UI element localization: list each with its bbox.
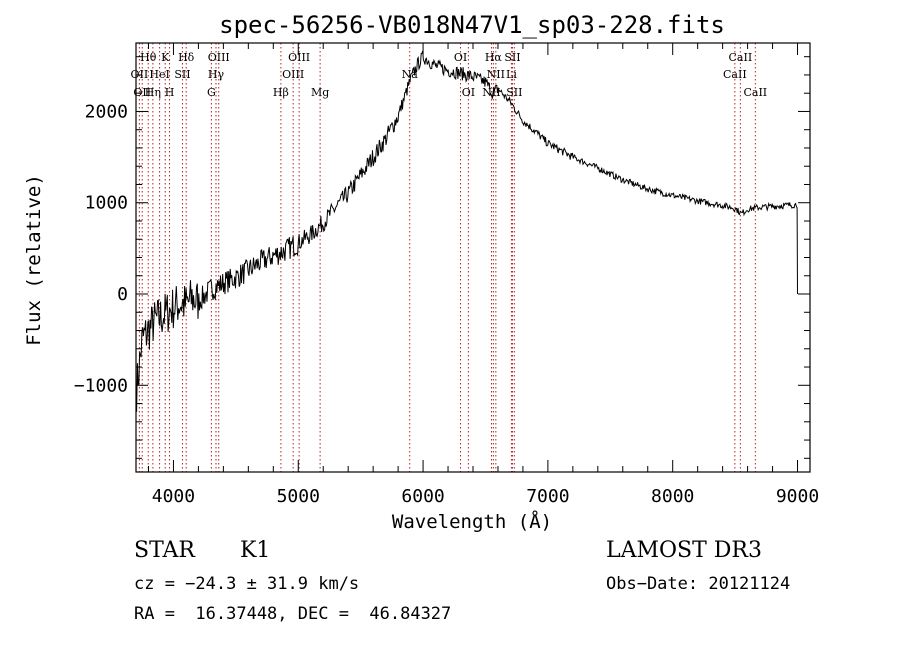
line-label-24: SII — [506, 86, 522, 99]
x-tick-label-2: 6000 — [401, 486, 444, 507]
plot-frame — [135, 42, 811, 473]
x-axis-label: Wavelength (Å) — [392, 510, 552, 533]
x-tick-label-1: 5000 — [277, 486, 320, 507]
line-label-6: H — [165, 86, 175, 99]
y-tick-label-3: 2000 — [85, 101, 128, 122]
line-label-10: Hγ — [208, 68, 225, 81]
line-label-3: Hη — [145, 86, 161, 99]
line-label-12: Hβ — [273, 86, 289, 99]
line-label-11: OIII — [208, 51, 230, 64]
spectral-line-markers — [138, 43, 756, 472]
redshift-velocity: cz = −24.3 ± 31.9 km/s — [134, 574, 360, 594]
line-label-17: OI — [454, 51, 467, 64]
line-label-4: HeI — [149, 68, 169, 81]
line-label-19: NII — [482, 86, 500, 99]
line-label-21: NII — [487, 68, 505, 81]
x-tick-label-0: 4000 — [152, 486, 195, 507]
object-class: STAR — [134, 538, 195, 563]
line-label-1: OII — [133, 86, 151, 99]
line-label-14: OIII — [288, 51, 310, 64]
line-label-22: Li — [506, 68, 517, 81]
x-tick-label-4: 8000 — [651, 486, 694, 507]
line-label-8: Hδ — [178, 51, 195, 64]
y-tick-label-2: 1000 — [85, 193, 128, 214]
line-label-18: OI — [462, 86, 475, 99]
line-label-13: OIII — [282, 68, 304, 81]
series-flux-line — [136, 50, 798, 412]
line-label-26: CaII — [729, 51, 753, 64]
object-subclass: K1 — [240, 538, 271, 563]
line-label-23: SII — [504, 51, 520, 64]
line-label-27: CaII — [743, 86, 767, 99]
y-axis-label: Flux (relative) — [23, 174, 45, 346]
line-label-5: K — [161, 51, 170, 64]
line-label-20: Hα — [485, 51, 503, 64]
chart-title: spec-56256-VB018N47V1_sp03-228.fits — [219, 11, 725, 39]
flux-series-layer — [136, 50, 798, 412]
x-tick-label-5: 9000 — [776, 486, 819, 507]
y-tick-label-0: −1000 — [74, 375, 128, 396]
line-label-2: Hθ — [140, 51, 157, 64]
line-label-15: Mg — [311, 86, 329, 99]
y-axis-ticks: −1000 0 1000 2000 — [74, 56, 810, 459]
line-label-9: G — [207, 86, 216, 99]
survey-name: LAMOST DR3 — [606, 538, 762, 563]
observation-date: Obs−Date: 20121124 — [606, 574, 791, 594]
x-tick-label-3: 7000 — [526, 486, 569, 507]
coordinates: RA = 16.37448, DEC = 46.84327 — [134, 604, 452, 624]
x-axis-ticks: 4000 5000 6000 7000 8000 9000 — [147, 43, 819, 507]
line-label-25: CaII — [723, 68, 747, 81]
line-label-7: SII — [174, 68, 190, 81]
y-tick-label-1: 0 — [117, 284, 128, 305]
